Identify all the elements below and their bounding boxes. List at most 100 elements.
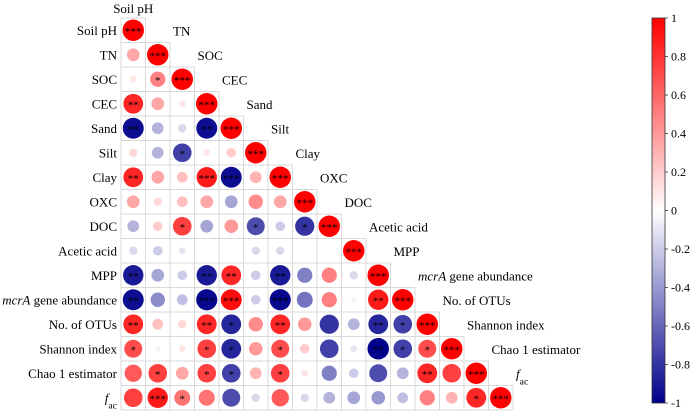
significance-mark: ***	[419, 320, 436, 332]
corr-circle	[393, 314, 413, 334]
corr-circle	[248, 341, 263, 356]
corr-circle	[220, 289, 242, 311]
corr-circle	[176, 171, 188, 183]
column-label-f-ac: fac	[516, 366, 529, 387]
corr-circle	[178, 124, 187, 133]
significance-mark: ***	[493, 393, 510, 405]
corr-circle	[196, 314, 217, 335]
corr-circle	[296, 291, 313, 308]
row-label-mcra-gene-abundance: mcrA gene abundance	[2, 292, 117, 307]
corr-circle	[246, 217, 265, 236]
corr-circle	[221, 338, 242, 359]
significance-mark: *	[204, 344, 210, 356]
significance-mark: *	[155, 75, 161, 87]
corr-circle	[294, 191, 316, 213]
corr-circle	[220, 117, 242, 139]
significance-mark: **	[373, 295, 384, 307]
corr-circle	[371, 390, 386, 405]
corr-circle	[197, 363, 217, 383]
significance-mark: ***	[150, 50, 167, 62]
colorbar-tick-label: -0.2	[671, 242, 690, 256]
corr-circle	[295, 216, 315, 236]
significance-mark: **	[201, 271, 212, 283]
corr-circle	[318, 215, 340, 237]
corr-circle	[129, 246, 138, 255]
row-label-no-of-otus: No. of OTUs	[49, 317, 117, 332]
corr-circle	[129, 148, 138, 157]
column-label-clay: Clay	[296, 146, 321, 161]
colorbar-tick-label: -0.8	[671, 358, 690, 372]
corr-circle	[490, 387, 512, 409]
column-label-doc: DOC	[345, 195, 372, 210]
corr-circle	[270, 363, 290, 383]
column-label-shannon-index: Shannon index	[467, 317, 545, 332]
corr-circle	[197, 339, 217, 359]
significance-mark: *	[180, 148, 186, 160]
corr-circle	[221, 314, 242, 335]
significance-mark: **	[128, 124, 139, 136]
corr-circle	[178, 345, 186, 353]
corr-circle	[126, 48, 140, 62]
corr-circle	[129, 75, 137, 83]
corr-circle	[418, 339, 437, 358]
corr-circle	[276, 246, 285, 255]
corr-circle	[392, 289, 414, 311]
row-label-sand: Sand	[91, 121, 118, 136]
colorbar-tick-label: 0.4	[671, 127, 686, 141]
corr-circle	[224, 219, 239, 234]
row-label-tn: TN	[100, 47, 118, 62]
significance-mark: **	[128, 271, 139, 283]
colorbar-tick-label: -0.4	[671, 281, 690, 295]
column-label-mpp: MPP	[394, 244, 420, 259]
significance-mark: *	[229, 320, 235, 332]
significance-mark: **	[128, 173, 139, 185]
corr-circle	[176, 294, 188, 306]
significance-mark: ***	[272, 295, 289, 307]
corr-circle	[124, 364, 142, 382]
significance-mark: ***	[272, 173, 289, 185]
significance-mark: *	[474, 393, 480, 405]
corr-circle	[222, 388, 241, 407]
corr-circle	[396, 367, 409, 380]
significance-mark: ***	[223, 173, 240, 185]
corr-circle	[175, 366, 189, 380]
row-label-soil-ph: Soil pH	[77, 23, 117, 38]
significance-mark: **	[128, 99, 139, 111]
corr-circle	[249, 171, 262, 184]
row-label-f-ac: fac	[105, 390, 118, 411]
significance-mark: ***	[174, 75, 191, 87]
corr-circle	[250, 270, 261, 281]
corr-circle	[348, 368, 359, 379]
column-label-soil-ph: Soil pH	[113, 1, 153, 16]
corr-circle	[319, 314, 339, 334]
corr-circle	[417, 363, 438, 384]
colorbar-tick-label: -0.6	[671, 319, 690, 333]
corr-circle	[123, 265, 144, 286]
corr-circle	[226, 147, 237, 158]
significance-mark: ***	[223, 295, 240, 307]
corr-circle	[152, 318, 164, 330]
corr-circle	[127, 220, 140, 233]
corr-circle	[465, 362, 487, 384]
corr-circle	[203, 149, 211, 157]
significance-mark: *	[229, 344, 235, 356]
column-label-no-of-otus: No. of OTUs	[443, 293, 511, 308]
significance-mark: *	[131, 344, 137, 356]
column-label-sand: Sand	[247, 97, 274, 112]
corr-circle	[178, 320, 187, 329]
corr-circle	[275, 221, 286, 232]
corr-circle	[271, 339, 290, 358]
significance-mark: *	[253, 222, 259, 234]
corr-circle	[368, 314, 389, 335]
corr-circle	[152, 245, 163, 256]
column-label-mcra-gene-abundance: mcrA gene abundance	[418, 268, 533, 283]
corr-circle	[124, 339, 143, 358]
corr-circle	[367, 264, 389, 286]
corr-circle	[174, 389, 191, 406]
colorbar-tick-label: -1	[671, 396, 681, 410]
corr-circle	[151, 170, 165, 184]
corr-circle	[196, 265, 217, 286]
row-label-shannon-index: Shannon index	[39, 341, 117, 356]
